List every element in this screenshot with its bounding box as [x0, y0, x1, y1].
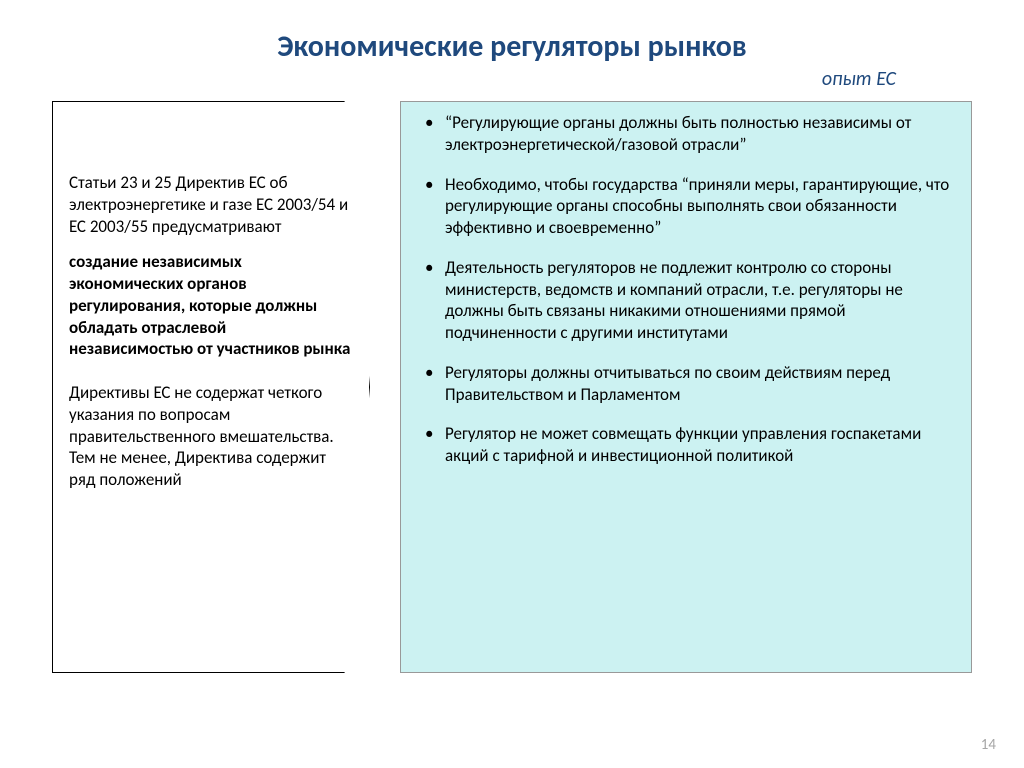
right-bullet-1: “Регулирующие органы должны быть полност… — [417, 112, 955, 156]
right-bullet-5: Регулятор не может совмещать функции упр… — [417, 423, 955, 467]
page-number: 14 — [981, 736, 996, 754]
right-bullet-2: Необходимо, чтобы государства “приняли м… — [417, 174, 955, 239]
left-box: Статьи 23 и 25 Директив ЕС об электроэне… — [52, 101, 370, 673]
left-paragraph-2: создание независимых экономических орган… — [69, 251, 353, 360]
slide: Экономические регуляторы рынков опыт ЕС … — [0, 0, 1024, 768]
right-bullet-list: “Регулирующие органы должны быть полност… — [417, 112, 955, 467]
slide-subtitle: опыт ЕС — [52, 67, 972, 91]
left-paragraph-1: Статьи 23 и 25 Директив ЕС об электроэне… — [69, 172, 353, 237]
columns: Статьи 23 и 25 Директив ЕС об электроэне… — [52, 101, 972, 673]
slide-title: Экономические регуляторы рынков — [52, 28, 972, 65]
right-bullet-4: Регуляторы должны отчитываться по своим … — [417, 362, 955, 406]
left-paragraph-3: Директивы ЕС не содержат четкого указани… — [69, 382, 353, 491]
right-box: “Регулирующие органы должны быть полност… — [400, 101, 972, 673]
right-bullet-3: Деятельность регуляторов не подлежит кон… — [417, 257, 955, 344]
